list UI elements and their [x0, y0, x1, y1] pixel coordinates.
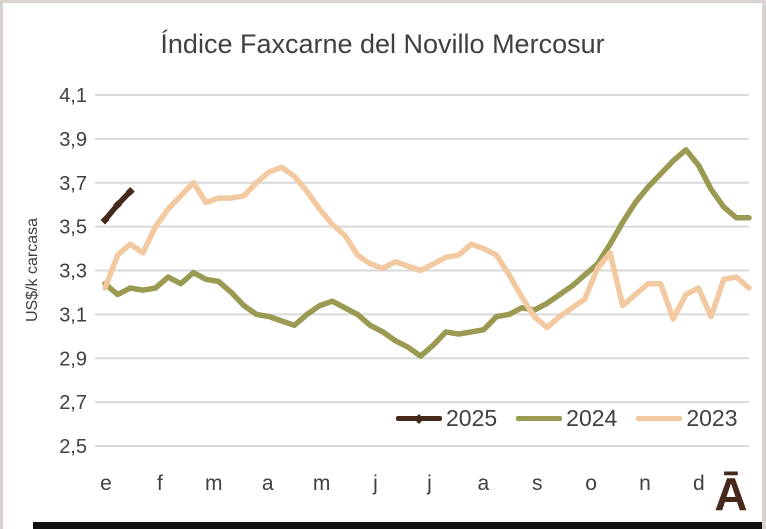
legend-item-2024: 2024: [516, 407, 617, 430]
diamond-marker-icon: [414, 413, 424, 424]
y-tick-label: 3,3: [59, 261, 87, 283]
chart-plot-area: 4,1 3,9 3,7 3,5 3,3 3,1 2,9 2,7 2,5 e f m a m j j a s o n d: [59, 85, 752, 495]
x-tick-label: j: [426, 472, 432, 495]
x-tick-label: j: [372, 472, 378, 495]
y-tick-label: 3,5: [59, 217, 87, 239]
chart-title: Índice Faxcarne del Novillo Mercosur: [160, 29, 605, 59]
y-tick-label: 3,7: [59, 173, 87, 195]
x-tick-label: f: [157, 472, 163, 495]
legend-item-2025: 2025: [396, 407, 497, 430]
y-tick-label: 2,9: [59, 348, 87, 370]
legend-line-sample-2024: [516, 416, 563, 421]
x-tick-label: m: [313, 472, 331, 495]
legend-label: 2025: [446, 405, 498, 431]
series-marker-2025: [113, 200, 123, 210]
legend-label: 2023: [686, 405, 738, 431]
series-marker-2025: [100, 215, 110, 225]
y-tick-label: 2,7: [59, 392, 87, 414]
brand-watermark-glyph: Ā: [714, 468, 748, 520]
x-tick-label: m: [205, 472, 223, 495]
x-tick-label: e: [100, 472, 112, 495]
x-tick-label: a: [262, 472, 274, 495]
legend-line-sample-2023: [636, 416, 683, 421]
series-line-2023: [102, 164, 752, 331]
bottom-cropped-bar: [33, 522, 762, 529]
legend-item-2023: 2023: [636, 405, 738, 431]
legend-line-sample-2025: [396, 413, 442, 424]
series-line-2024: [102, 147, 752, 359]
y-tick-label: 2,5: [59, 436, 87, 458]
x-tick-label: d: [693, 472, 705, 495]
chart-legend: 2025 2024 2023: [396, 407, 738, 430]
legend-label: 2024: [566, 405, 618, 431]
x-tick-label: s: [532, 472, 543, 495]
x-tick-label: a: [477, 472, 489, 495]
y-tick-label: 4,1: [59, 85, 87, 107]
x-tick-label: n: [639, 472, 651, 495]
y-tick-label: 3,9: [59, 129, 87, 151]
x-tick-label: o: [585, 472, 597, 495]
y-tick-label: 3,1: [59, 304, 87, 326]
